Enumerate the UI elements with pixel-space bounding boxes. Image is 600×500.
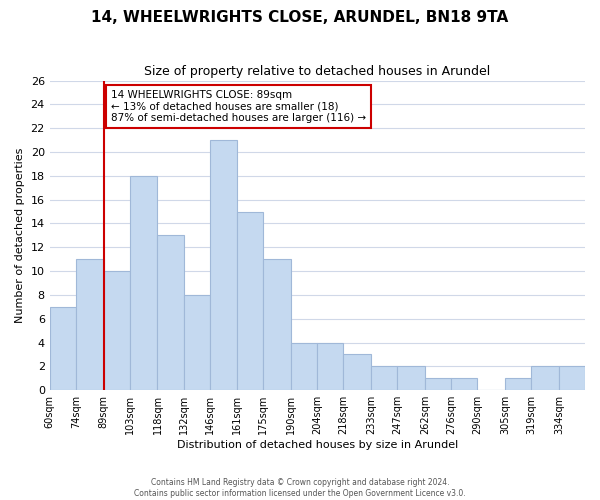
Bar [371, 366, 397, 390]
Bar [425, 378, 451, 390]
Text: 14 WHEELWRIGHTS CLOSE: 89sqm
← 13% of detached houses are smaller (18)
87% of se: 14 WHEELWRIGHTS CLOSE: 89sqm ← 13% of de… [111, 90, 366, 124]
Bar [184, 295, 209, 390]
Bar [157, 236, 184, 390]
Y-axis label: Number of detached properties: Number of detached properties [15, 148, 25, 323]
Bar [209, 140, 238, 390]
X-axis label: Distribution of detached houses by size in Arundel: Distribution of detached houses by size … [177, 440, 458, 450]
Bar [531, 366, 559, 390]
Bar [505, 378, 531, 390]
Text: Contains HM Land Registry data © Crown copyright and database right 2024.
Contai: Contains HM Land Registry data © Crown c… [134, 478, 466, 498]
Bar [451, 378, 477, 390]
Bar [50, 307, 76, 390]
Title: Size of property relative to detached houses in Arundel: Size of property relative to detached ho… [144, 65, 490, 78]
Bar [343, 354, 371, 390]
Bar [263, 259, 292, 390]
Bar [317, 342, 343, 390]
Bar [130, 176, 157, 390]
Bar [76, 259, 104, 390]
Bar [292, 342, 317, 390]
Bar [104, 271, 130, 390]
Bar [238, 212, 263, 390]
Text: 14, WHEELWRIGHTS CLOSE, ARUNDEL, BN18 9TA: 14, WHEELWRIGHTS CLOSE, ARUNDEL, BN18 9T… [91, 10, 509, 25]
Bar [559, 366, 585, 390]
Bar [397, 366, 425, 390]
